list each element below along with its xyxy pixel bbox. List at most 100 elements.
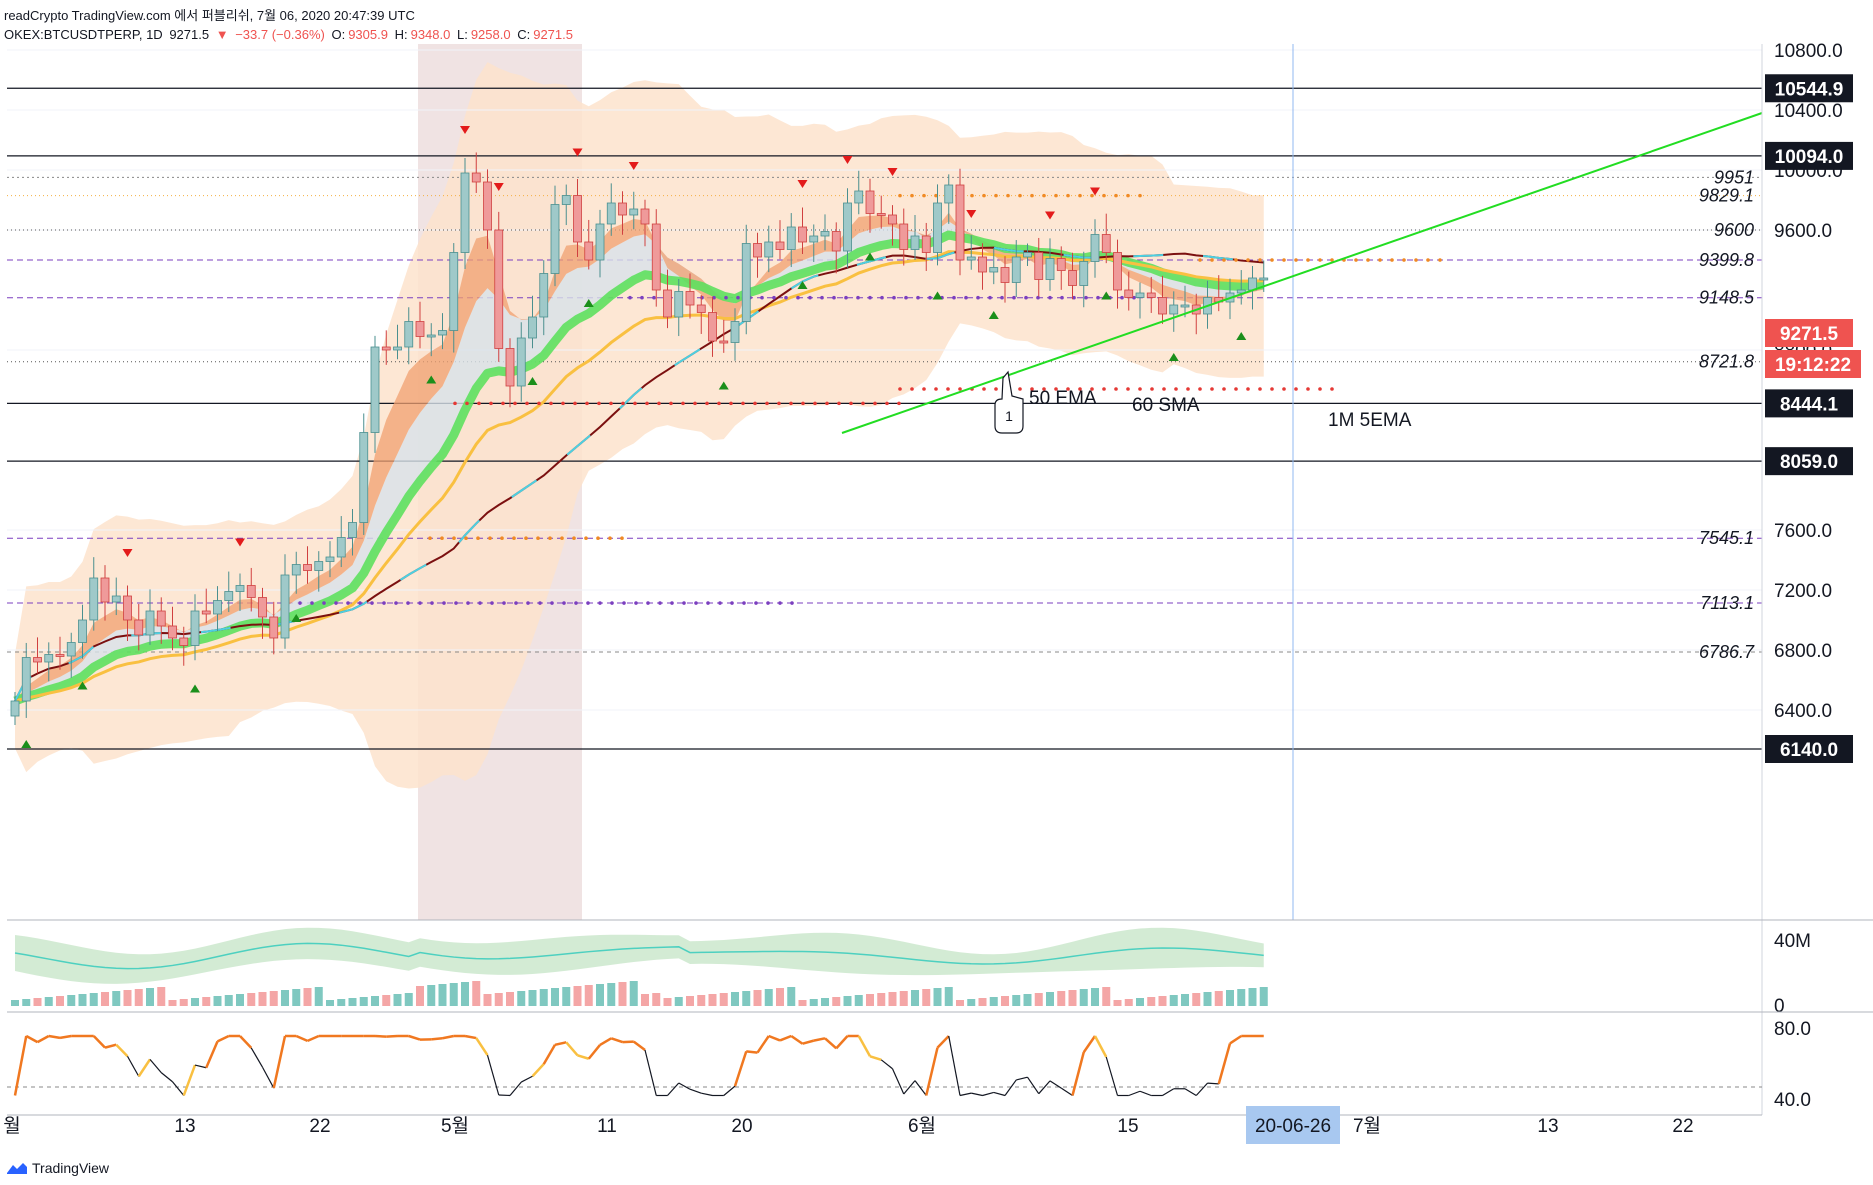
dot-4 [490, 601, 494, 605]
candle-body-13 [156, 610, 166, 627]
candle-26 [303, 546, 312, 584]
level-tag-text-1: 10094.0 [1775, 147, 1844, 168]
volume-bar-18 [213, 996, 222, 1006]
date-tick-4: 11 [597, 1116, 617, 1137]
dot-2 [608, 536, 612, 541]
volume-bar-0 [11, 1000, 19, 1006]
osc-segment-70 [790, 1034, 804, 1045]
dot-1 [705, 401, 709, 406]
volume-bar-7 [89, 993, 98, 1006]
osc-segment-105 [1184, 1088, 1197, 1097]
candle-body-20 [235, 585, 245, 592]
volume-bar-36 [416, 986, 424, 1006]
osc-segment-93 [1049, 1080, 1062, 1089]
candles [10, 152, 1269, 725]
volume-bar-89 [1012, 995, 1021, 1006]
candle-17 [201, 588, 211, 624]
volume-bar-62 [708, 994, 717, 1006]
candle-body-95 [1079, 261, 1089, 286]
osc-segment-89 [1004, 1079, 1017, 1096]
dot-4 [586, 601, 590, 605]
candle-15 [179, 626, 189, 666]
volume-bar-107 [1214, 991, 1223, 1006]
bubble-annotation[interactable]: 1 [994, 370, 1024, 434]
osc-segment-24 [272, 1035, 287, 1089]
volume-bar-81 [922, 989, 931, 1006]
candle-81 [921, 222, 931, 271]
candle-body-91 [1034, 252, 1044, 280]
candle-41 [471, 152, 481, 193]
tradingview-logo[interactable]: TradingView [6, 1160, 109, 1176]
low-value: 9258.0 [470, 27, 511, 42]
dot-3 [1120, 295, 1124, 300]
last-price-tag: 9271.5 19:12:22 [1765, 319, 1861, 378]
candle-body-103 [1169, 304, 1179, 315]
osc-segment-33 [374, 1034, 387, 1038]
candle-50 [573, 179, 582, 257]
candle-34 [393, 324, 402, 360]
candle-body-17 [201, 610, 211, 615]
volume-bar-99 [1124, 999, 1133, 1006]
osc-segment-2 [25, 1034, 39, 1044]
candle-27 [314, 551, 324, 592]
volume-bar-26 [303, 988, 312, 1006]
candle-22 [258, 587, 267, 639]
candle-13 [156, 597, 166, 644]
volume-bar-66 [753, 990, 762, 1006]
dot-6 [1402, 258, 1406, 262]
volume-pane[interactable] [11, 927, 1268, 1006]
dot-4 [694, 601, 698, 605]
candle-76 [865, 178, 875, 233]
volume-bar-101 [1147, 997, 1156, 1006]
trendline[interactable] [841, 112, 1763, 434]
price-axis[interactable]: 10800.010400.010000.09600.08800.07600.07… [1774, 41, 1843, 722]
dot-5 [1042, 387, 1046, 391]
candle-body-48 [550, 204, 560, 274]
symbol-label: OKEX:BTCUSDTPERP, 1D [4, 27, 163, 42]
candle-35 [404, 307, 414, 365]
date-tick-7: 15 [1117, 1116, 1138, 1137]
dot-3 [628, 295, 632, 300]
oscillator-pane[interactable] [7, 1034, 1762, 1097]
date-axis[interactable]: 월 13 22 5월 11 20 6월 15 7월 13 22 [3, 1115, 1693, 1137]
down-marker-4 [572, 148, 583, 157]
volume-bar-110 [1248, 988, 1257, 1006]
dot-1 [549, 401, 553, 406]
dot-5 [1078, 387, 1082, 391]
volume-bar-2 [33, 998, 42, 1006]
candle-65 [741, 224, 751, 335]
candle-87 [989, 248, 999, 285]
candle-77 [876, 195, 886, 229]
dot-4 [358, 601, 362, 605]
volume-bar-60 [686, 996, 694, 1006]
volume-bar-21 [247, 993, 256, 1006]
ema50-label: 50 EMA [1029, 388, 1097, 409]
osc-segment-95 [1071, 1051, 1085, 1096]
dot-1 [645, 401, 649, 406]
volume-bar-54 [618, 982, 627, 1006]
dot-0 [1102, 193, 1106, 198]
osc-segment-82 [925, 1047, 939, 1096]
volume-bar-94 [1068, 990, 1077, 1006]
dot-2 [500, 536, 504, 541]
up-marker-8 [797, 281, 808, 289]
volume-bar-51 [584, 985, 593, 1006]
dot-4 [334, 601, 338, 605]
ema50-annotation: 50 EMA [1029, 388, 1097, 409]
volume-bar-104 [1181, 994, 1189, 1006]
dot-1 [885, 401, 889, 406]
candle-body-37 [426, 334, 436, 338]
volume-bar-67 [764, 989, 773, 1006]
note-label-8: 6786.7 [1699, 642, 1755, 662]
dot-2 [620, 536, 624, 541]
dot-2 [536, 536, 540, 541]
dot-0 [1090, 193, 1094, 198]
candle-88 [1000, 256, 1010, 303]
dot-4 [322, 601, 326, 605]
volume-bar-39 [449, 983, 458, 1006]
up-marker-0 [21, 740, 32, 748]
osc-segment-13 [149, 1058, 162, 1074]
candle-body-6 [78, 619, 87, 643]
dot-3 [1096, 295, 1100, 300]
